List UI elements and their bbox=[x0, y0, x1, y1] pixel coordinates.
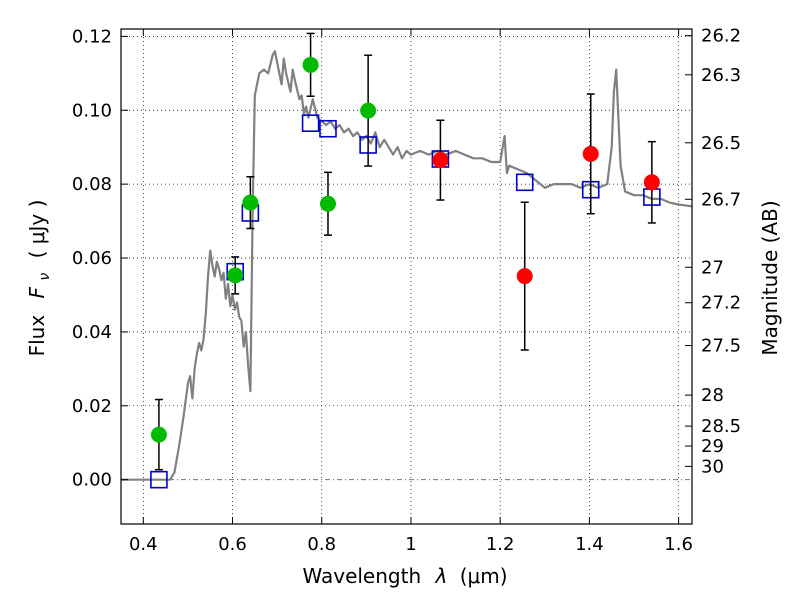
y-tick-label: 0.04 bbox=[72, 322, 112, 343]
observed-photometry-point bbox=[643, 174, 660, 191]
magnitude-tick-label: 26.5 bbox=[701, 133, 741, 154]
magnitude-tick-label: 26.7 bbox=[701, 189, 741, 210]
model-spectrum-line bbox=[121, 50, 692, 481]
x-axis-title-text: Wavelength bbox=[302, 564, 421, 588]
plot-series bbox=[121, 32, 692, 489]
y-axis-title-text: Flux bbox=[25, 315, 49, 357]
magnitude-tick-label: 26.3 bbox=[701, 65, 741, 86]
x-tick-label: 0.4 bbox=[129, 534, 158, 555]
magnitude-tick-label: 28 bbox=[701, 385, 724, 406]
x-axis-title: Wavelength λ (μm) bbox=[302, 564, 507, 588]
x-axis-unit: (μm) bbox=[460, 564, 508, 588]
observed-photometry-point bbox=[516, 268, 533, 285]
magnitude-tick-label: 27.2 bbox=[701, 293, 741, 314]
y-tick-label: 0.10 bbox=[72, 100, 112, 121]
y-axis-title: Flux F ν ( μJy ) bbox=[25, 200, 54, 357]
model-band-square bbox=[150, 470, 168, 489]
magnitude-tick-label: 27 bbox=[701, 257, 724, 278]
observed-photometry-point bbox=[582, 145, 599, 162]
observed-photometry-point bbox=[150, 426, 167, 443]
x-tick-label: 1.4 bbox=[575, 534, 604, 555]
x-tick-label: 1.2 bbox=[486, 534, 515, 555]
x-tick-label: 0.6 bbox=[218, 534, 247, 555]
observed-photometry-point bbox=[432, 152, 449, 169]
magnitude-tick-label: 27.5 bbox=[701, 336, 741, 357]
y-axis-subscript: ν bbox=[37, 273, 53, 281]
observed-photometry-point bbox=[360, 102, 377, 119]
magnitude-tick-label: 28.5 bbox=[701, 416, 741, 437]
plot-frame bbox=[120, 28, 693, 525]
y-tick-label: 0.12 bbox=[72, 26, 112, 47]
observed-photometry-point bbox=[227, 267, 244, 284]
observed-photometry-point bbox=[302, 56, 319, 73]
x-axis-symbol: λ bbox=[435, 564, 448, 588]
magnitude-tick-label: 29 bbox=[701, 436, 724, 457]
grid-lines bbox=[121, 29, 692, 524]
axis-ticks: 0.4 0.6 0.8 1 1.2 1.4 1.6 0.00 0.02 0.04 0.06 0.08 0… bbox=[72, 26, 741, 555]
observed-photometry-point bbox=[319, 195, 336, 212]
y-tick-label: 0.08 bbox=[72, 174, 112, 195]
magnitude-axis-title: Magnitude (AB) bbox=[758, 200, 782, 355]
y-tick-label: 0.00 bbox=[72, 470, 112, 491]
x-tick-label: 1 bbox=[405, 534, 416, 555]
model-band-square bbox=[301, 114, 320, 132]
model-band-square bbox=[515, 173, 534, 192]
magnitude-tick-label: 30 bbox=[701, 456, 724, 477]
y-axis-symbol: F bbox=[25, 286, 49, 298]
x-tick-label: 1.6 bbox=[664, 534, 693, 555]
y-axis-unit: ( μJy ) bbox=[25, 200, 49, 259]
model-band-square bbox=[319, 119, 337, 138]
x-tick-label: 0.8 bbox=[307, 534, 336, 555]
y-tick-label: 0.02 bbox=[72, 396, 112, 417]
y-tick-label: 0.06 bbox=[72, 248, 112, 269]
magnitude-tick-label: 26.2 bbox=[701, 26, 741, 47]
observed-photometry-point bbox=[242, 194, 259, 211]
